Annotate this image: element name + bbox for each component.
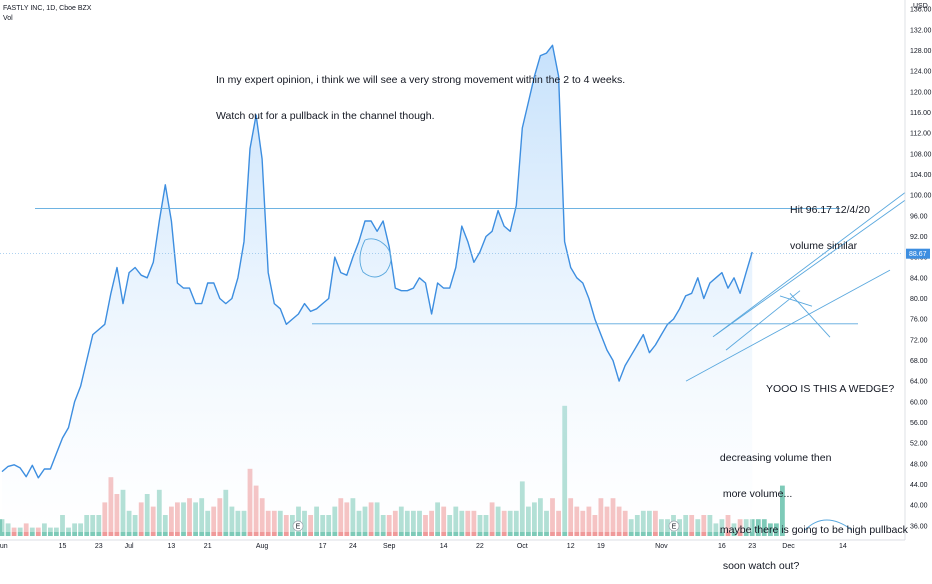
x-tick-label: 16 [718,543,726,550]
wedge-inner-line-2 [779,295,813,307]
x-tick-label: Aug [256,543,269,550]
y-tick-label: 108.00 [910,151,932,158]
channel-lower-line [685,269,891,382]
earnings-marker-label: E [672,524,677,531]
annotation-volume-line-4: soon watch out? [717,560,800,572]
x-tick-label: 22 [476,543,484,550]
x-tick-label: 24 [349,543,357,550]
annotation-hit-line-2: volume similar [790,240,858,252]
y-tick-label: 36.00 [910,523,928,530]
x-tick-label: 13 [168,543,176,550]
x-tick-label: 12 [567,543,575,550]
volume-bar [774,523,779,536]
y-tick-label: 112.00 [910,131,931,138]
x-tick-label: 15 [59,543,67,550]
y-tick-label: 84.00 [910,275,928,282]
y-tick-label: 60.00 [910,399,928,406]
x-tick-label: 19 [597,543,605,550]
y-tick-label: 56.00 [910,420,928,427]
y-tick-label: 44.00 [910,482,928,489]
y-tick-label: 40.00 [910,503,928,510]
volume-indicator-label: Vol [3,15,13,22]
annotation-hit-line-1: Hit 96.17 12/4/20 [790,204,870,216]
y-tick-label: 128.00 [910,48,932,55]
y-tick-label: 76.00 [910,317,928,324]
price-series-line [1,44,753,479]
y-tick-label: 80.00 [910,296,928,303]
volume-bar [755,519,761,536]
y-tick-label: 68.00 [910,358,928,365]
x-tick-label: Nov [655,543,668,550]
x-tick-label: 23 [95,543,103,550]
x-tick-label: 14 [839,543,847,550]
annotation-volume-line-3: maybe there is going to be high pullback [717,524,908,536]
highlight-circle [359,238,392,278]
channel-upper-line [712,199,906,338]
volume-bar [780,485,785,536]
x-tick-label: Dec [782,543,795,550]
price-area-fill [2,45,753,533]
x-tick-label: 17 [319,543,327,550]
y-tick-label: 92.00 [910,234,928,241]
wedge-upper-line [715,192,906,335]
y-axis-unit: USD [913,3,928,10]
y-tick-label: 64.00 [910,379,928,386]
y-tick-label: 124.00 [910,69,932,76]
last-price-badge [906,248,930,259]
x-tick-label: Jul [125,543,134,550]
y-tick-label: 96.00 [910,213,928,220]
y-tick-label: 116.00 [910,110,931,117]
y-tick-label: 100.00 [910,193,932,200]
annotation-opinion-line-2: Watch out for a pullback in the channel … [216,110,435,122]
annotation-opinion: In my expert opinion, i think we will se… [216,50,625,134]
annotation-volume-line-1: decreasing volume then [717,452,832,464]
volume-bar [768,523,773,536]
x-tick-label: 23 [748,543,756,550]
symbol-header: FASTLY INC, 1D, Cboe BZX [3,5,92,12]
annotation-volume-line-2: more volume... [717,488,793,500]
wedge-inner-line [725,290,801,351]
x-tick-label: Sep [383,543,396,550]
earnings-marker-icon [292,520,304,532]
last-price-label: 88.67 [909,251,927,258]
x-tick-label: 21 [204,543,212,550]
annotation-opinion-line-1: In my expert opinion, i think we will se… [216,74,626,86]
y-tick-label: 120.00 [910,89,932,96]
annotation-wedge-line-1: YOOO IS THIS A WEDGE? [766,383,895,395]
volume-bar [761,519,767,536]
earnings-marker-icon [668,520,680,532]
annotation-hit: Hit 96.17 12/4/20 volume similar [790,180,870,264]
y-tick-label: 48.00 [910,461,928,468]
y-tick-label: 72.00 [910,337,928,344]
y-tick-label: 104.00 [910,172,932,179]
x-tick-label: 14 [440,543,448,550]
y-tick-label: 52.00 [910,441,928,448]
annotation-wedge: YOOO IS THIS A WEDGE? [766,359,894,407]
y-tick-label: 132.00 [910,27,932,34]
volume-highlight-arc [804,519,853,531]
wedge-pointer-line [789,292,831,338]
y-tick-label: 136.00 [910,7,932,14]
x-tick-label: Jun [0,543,8,550]
earnings-marker-label: E [296,524,301,531]
annotation-volume: decreasing volume then more volume... ma… [717,428,908,584]
x-tick-label: Oct [517,543,528,550]
